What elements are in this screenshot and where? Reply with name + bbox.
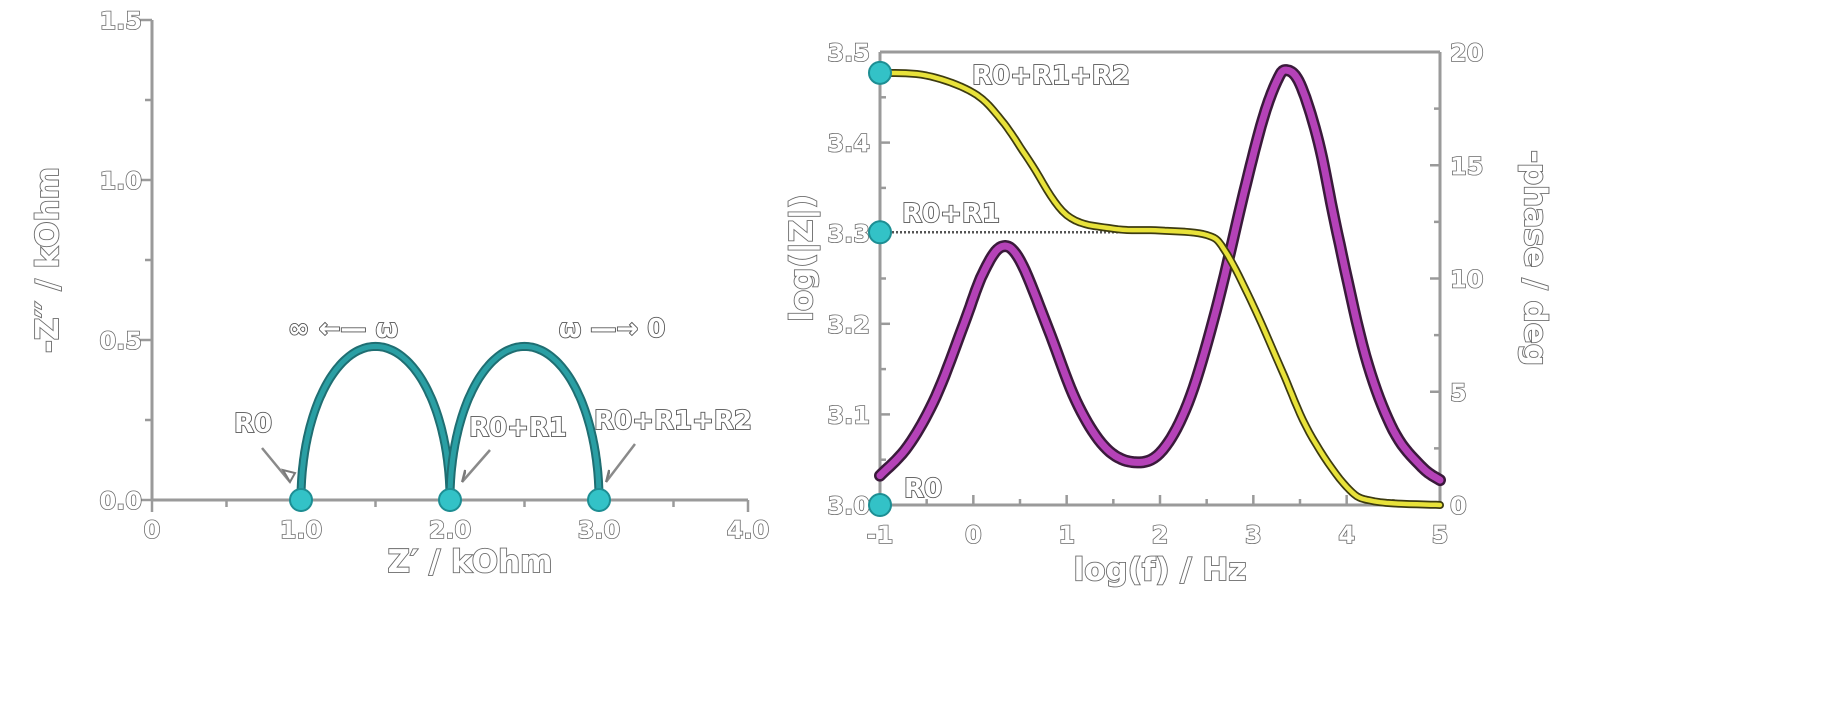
nyquist-annotation-arrow <box>605 443 636 483</box>
bode-x-tick-label: 3 <box>1245 521 1262 549</box>
bode-phase-curve-outline <box>874 64 1446 487</box>
nyquist-annotation: R0+R1+R2 <box>594 406 752 436</box>
bode-x-tick-label: 2 <box>1152 521 1169 549</box>
nyquist-x-tick-label: 4.0 <box>727 516 770 544</box>
bode-right-tick-label: 20 <box>1450 39 1483 67</box>
nyquist-y-tick-label: 1.5 <box>99 7 142 35</box>
bode-annotation: R0+R1+R2 <box>972 61 1130 91</box>
nyquist-annotation-arrowhead <box>280 468 297 485</box>
nyquist-annotation-arrowhead <box>461 469 466 483</box>
bode-annotation: R0 <box>904 474 942 504</box>
nyquist-marker <box>587 488 611 512</box>
nyquist-direction-label: ∞ ←— ω <box>288 314 398 344</box>
nyquist-y-axis-title: -Z′′ / kOhm <box>30 167 66 353</box>
nyquist-annotation-arrow <box>261 447 291 483</box>
nyquist-plot: 0 1.0 2.0 3.0 4.0 0.0 0.5 1.0 1.5 R0 R0+R1 R0+R1+R… <box>29 6 770 581</box>
bode-right-axis-title: -phase / deg <box>1517 150 1553 366</box>
bode-right-tick-label: 0 <box>1450 492 1467 520</box>
nyquist-x-axis-title: Z′ / kOhm <box>388 544 553 580</box>
bode-magnitude-curve <box>877 70 1443 508</box>
nyquist-x-tick-label: 1.0 <box>280 516 323 544</box>
nyquist-arc <box>298 343 453 503</box>
bode-x-tick-label: 5 <box>1432 521 1449 549</box>
nyquist-marker <box>289 488 313 512</box>
bode-x-tick-label: 1 <box>1058 521 1075 549</box>
nyquist-direction-label: ω —→ 0 <box>559 314 666 344</box>
bode-x-tick-label: 0 <box>965 521 982 549</box>
nyquist-x-tick-label: 2.0 <box>429 516 472 544</box>
nyquist-annotation-arrow <box>461 449 491 483</box>
bode-annotation: R0+R1 <box>902 199 1000 229</box>
nyquist-annotation: R0 <box>234 409 272 439</box>
bode-magnitude-curve-outline <box>876 68 1444 509</box>
nyquist-y-tick-label: 0.5 <box>99 327 142 355</box>
nyquist-marker <box>438 488 462 512</box>
nyquist-x-tick-label: 0 <box>144 516 161 544</box>
bode-phase-curve <box>876 66 1444 484</box>
bode-right-tick-label: 5 <box>1450 379 1467 407</box>
nyquist-annotation: R0+R1 <box>469 413 567 443</box>
nyquist-x-tick-label: 3.0 <box>578 516 621 544</box>
bode-right-tick-label: 10 <box>1450 266 1483 294</box>
nyquist-arc-outline <box>296 341 455 505</box>
nyquist-y-tick-label: 0.0 <box>99 487 142 515</box>
nyquist-arc <box>447 343 602 503</box>
bode-right-tick-label: 15 <box>1450 152 1483 180</box>
bode-x-axis-title: log(f) / Hz <box>1074 552 1247 588</box>
bode-x-tick-label: 4 <box>1338 521 1355 549</box>
nyquist-annotation-arrowhead <box>605 469 610 483</box>
nyquist-y-tick-label: 1.0 <box>99 167 142 195</box>
